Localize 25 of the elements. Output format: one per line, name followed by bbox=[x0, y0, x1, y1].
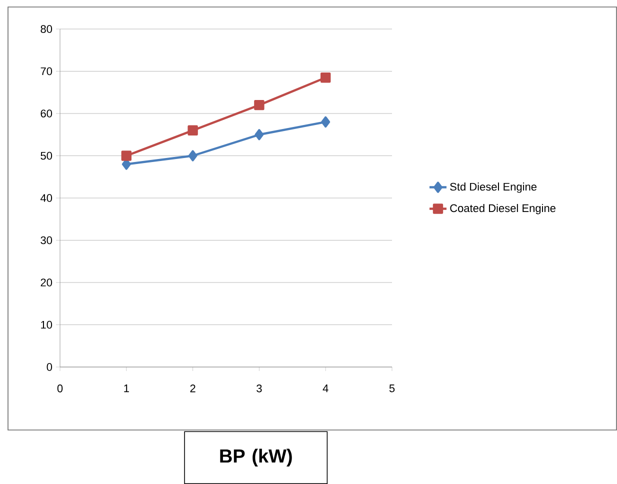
x-tick-label: 2 bbox=[190, 384, 196, 392]
x-tick-label: 5 bbox=[389, 384, 395, 392]
point bbox=[320, 72, 331, 83]
point bbox=[188, 150, 198, 162]
point bbox=[188, 125, 198, 136]
x-tick-label: 3 bbox=[256, 384, 262, 392]
y-tick-label: 40 bbox=[40, 194, 52, 202]
y-tick-label: 60 bbox=[40, 110, 52, 118]
legend-label: Coated Diesel Engine bbox=[450, 204, 556, 214]
x-tick-label: 0 bbox=[57, 384, 63, 392]
y-tick-label: 30 bbox=[40, 236, 52, 244]
y-tick-label: 80 bbox=[40, 25, 52, 33]
point bbox=[254, 100, 264, 110]
y-tick-label: 20 bbox=[40, 278, 52, 286]
x-tick-label: 1 bbox=[124, 384, 129, 392]
point bbox=[121, 150, 132, 161]
y-tick-label: 10 bbox=[41, 320, 52, 329]
y-tick-label: 0 bbox=[46, 363, 52, 371]
x-axis-title: BP (kW) bbox=[220, 448, 292, 466]
point bbox=[254, 129, 264, 140]
x-tick-label: 4 bbox=[322, 384, 328, 392]
y-tick-label: 50 bbox=[40, 152, 52, 160]
legend-label: Std Diesel Engine bbox=[450, 182, 537, 193]
y-tick-label: 70 bbox=[40, 67, 52, 76]
point bbox=[321, 116, 330, 128]
